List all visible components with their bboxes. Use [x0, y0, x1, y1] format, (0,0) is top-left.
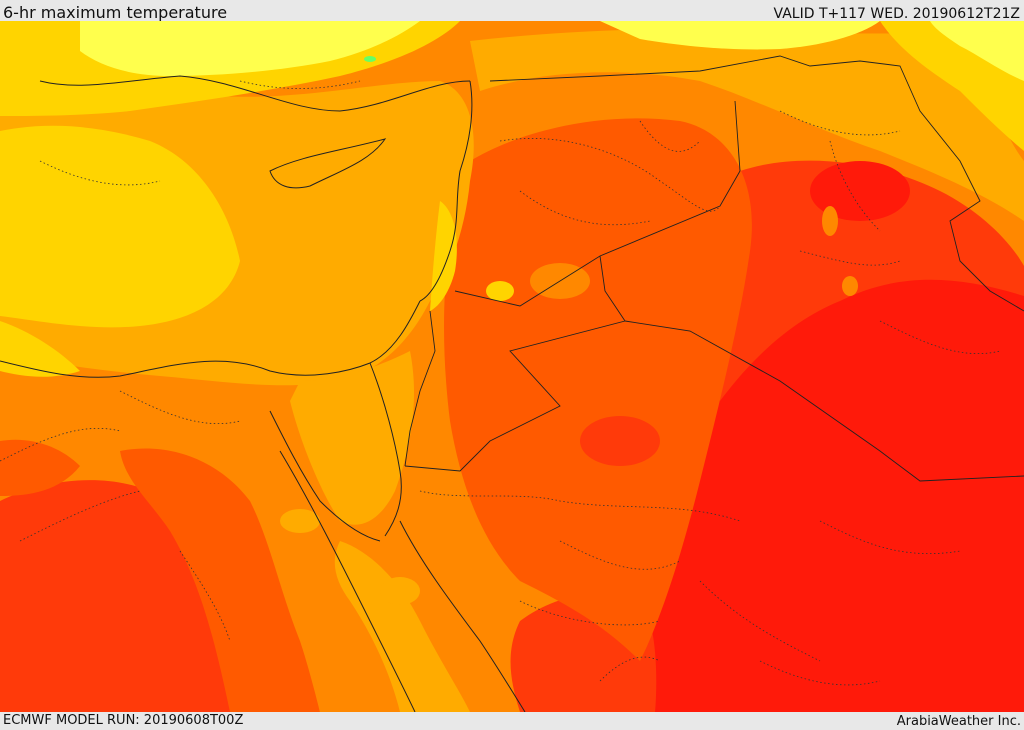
- field-paleyellow-turkey: [80, 21, 420, 76]
- border-syria-iraq: [489, 55, 1024, 312]
- credit-label: ArabiaWeather Inc.: [896, 714, 1021, 729]
- field-green-spot: [364, 56, 376, 62]
- borders: [404, 55, 1024, 482]
- footer-bar: ECMWF MODEL RUN: 20190608T00Z ArabiaWeat…: [0, 712, 1024, 729]
- blob: [822, 206, 838, 236]
- field-darkorange-egypt: [120, 448, 320, 712]
- blob: [280, 509, 320, 533]
- border-jordan-saudi: [404, 255, 626, 472]
- field-redorange-east: [708, 160, 1024, 401]
- field-darkorange-west: [0, 439, 80, 496]
- blob: [842, 276, 858, 296]
- coast-redsea: [279, 450, 416, 712]
- field-yellow-med2: [0, 321, 80, 377]
- blob: [981, 31, 1009, 51]
- blob: [486, 281, 514, 301]
- coast-cyprus: [269, 138, 387, 189]
- coast-egypt: [0, 300, 421, 378]
- model-run-label: ECMWF MODEL RUN: 20190608T00Z: [3, 713, 244, 728]
- blob: [810, 161, 910, 221]
- temperature-map[interactable]: [0, 21, 1024, 712]
- valid-time: VALID T+117 WED. 20190612T21Z: [773, 6, 1020, 22]
- map-title: 6-hr maximum temperature: [3, 3, 228, 22]
- field-yellow-med: [0, 125, 240, 328]
- field-lightorange-redsea: [334, 541, 470, 712]
- coastlines: [0, 75, 526, 712]
- coast-turkey: [39, 75, 471, 112]
- field-yellow-lebanon: [430, 201, 457, 311]
- field-lightorange-sinai: [290, 351, 415, 525]
- field-lightorange-north: [470, 29, 1024, 221]
- border-iraq-saudi: [624, 320, 1024, 482]
- blob: [380, 577, 420, 605]
- coast-levant: [419, 80, 473, 302]
- field-paleyellow-n: [600, 21, 880, 50]
- field-darkorange-interior: [444, 118, 752, 662]
- coast-sinai: [369, 362, 402, 537]
- internal-boundaries: [0, 80, 1001, 686]
- coast-gulf-suez: [269, 410, 381, 542]
- border-israel: [404, 310, 436, 467]
- blob: [580, 416, 660, 466]
- border-syria-jordan-iraq: [454, 100, 741, 307]
- header-bar: 6-hr maximum temperature VALID T+117 WED…: [0, 0, 1024, 22]
- coast-arabia: [399, 520, 526, 712]
